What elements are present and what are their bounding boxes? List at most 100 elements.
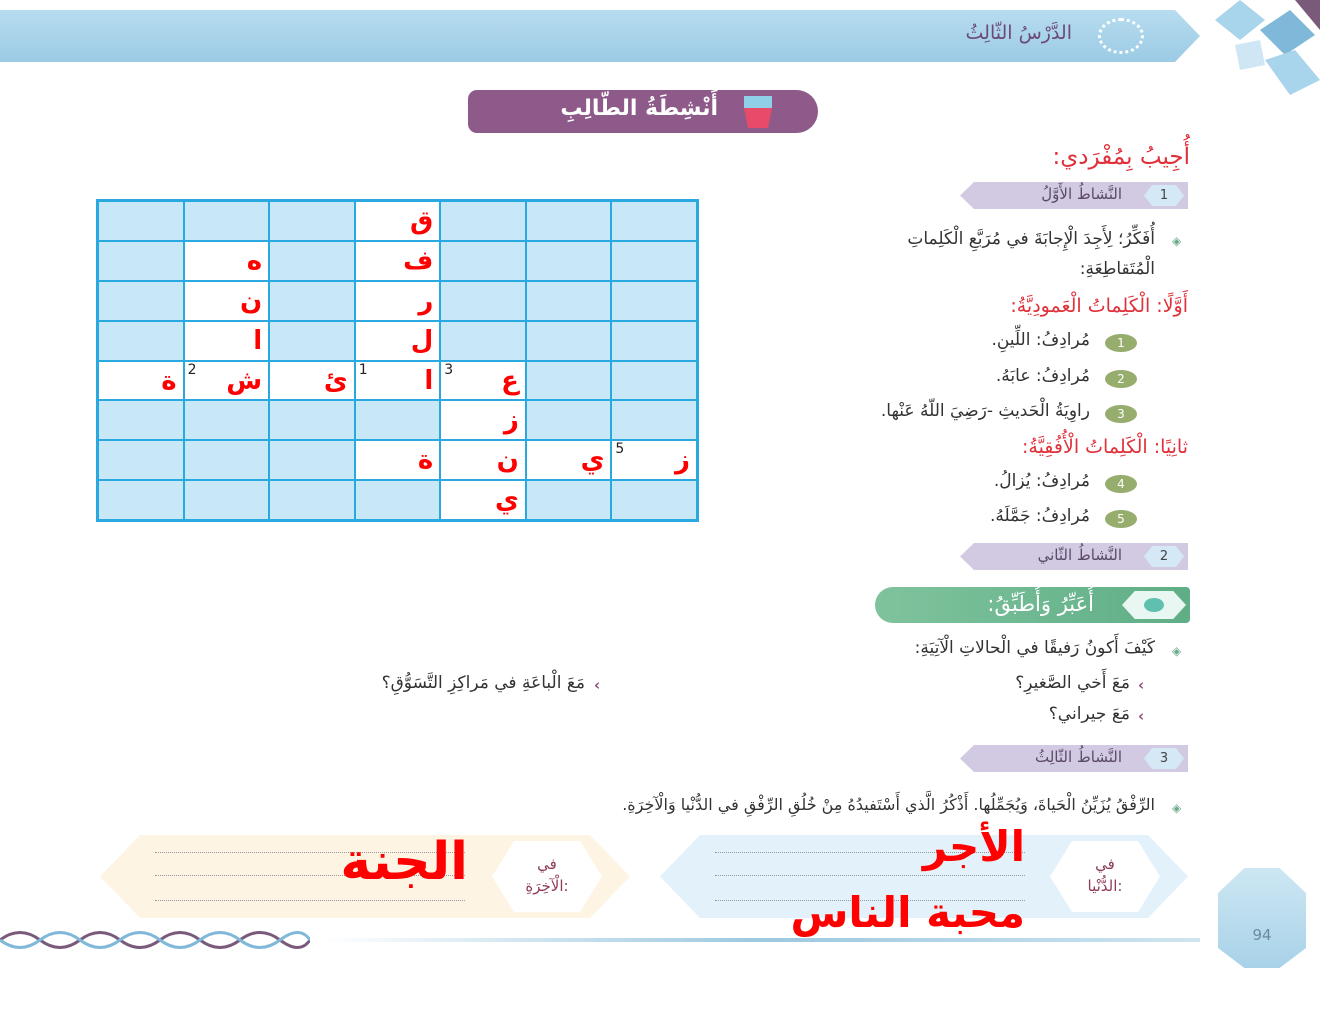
crossword-cell-open[interactable]: ن bbox=[183, 280, 270, 321]
handwritten-letter: ي bbox=[580, 445, 605, 476]
crossword-cell-blocked bbox=[611, 320, 697, 361]
crossword-cell-open[interactable]: ه bbox=[183, 240, 270, 281]
handwritten-letter: ي bbox=[495, 485, 519, 516]
handwritten-answer-world-1: الأجر bbox=[922, 822, 1025, 871]
crossword-cell-blocked bbox=[611, 480, 697, 520]
crossword-cell-blocked bbox=[183, 480, 270, 520]
crossword-cell-open[interactable]: ئ bbox=[269, 360, 355, 401]
crossword-cell-blocked bbox=[269, 240, 355, 281]
crossword-cell-open[interactable]: ة bbox=[354, 440, 441, 481]
instruction-line-2: الْمُتَقاطِعَةِ: bbox=[1079, 259, 1155, 279]
clue-text: مُرادِفُ: اللِّينِ. bbox=[991, 330, 1090, 350]
answer-line bbox=[155, 875, 465, 876]
activity-3-number: 3 bbox=[1144, 748, 1184, 769]
handwritten-letter: ئ bbox=[323, 365, 348, 396]
footer-divider bbox=[320, 938, 1200, 942]
answer-line bbox=[715, 852, 1025, 853]
crossword-cell-blocked bbox=[525, 201, 612, 241]
handwritten-letter: ه bbox=[246, 245, 263, 276]
this-world-answer-box[interactable]: في الدُّنْيا: bbox=[660, 835, 1188, 918]
handwritten-letter: ق bbox=[410, 206, 434, 236]
clue-text: مُرادِفُ: عابَهُ. bbox=[995, 366, 1090, 386]
crossword-cell-blocked bbox=[98, 240, 184, 281]
crossword-cell-blocked bbox=[98, 440, 184, 481]
crossword-cell-blocked bbox=[440, 280, 526, 321]
activity-1-label: النَّشاطُ الأَوَّلُ bbox=[1041, 185, 1122, 203]
activity-1-pill: 1 النَّشاطُ الأَوَّلُ bbox=[960, 182, 1188, 209]
handwritten-letter: ز bbox=[675, 445, 690, 476]
crossword-cell-blocked bbox=[354, 400, 441, 441]
crossword-cell-open[interactable]: ن bbox=[440, 440, 526, 481]
crossword-cell-blocked bbox=[525, 480, 612, 520]
crossword-cell-blocked bbox=[611, 400, 697, 441]
crossword-cell-open[interactable]: ة bbox=[98, 360, 184, 401]
crossword-cell-blocked bbox=[440, 201, 526, 241]
handwritten-letter: ع bbox=[501, 365, 519, 396]
clue-number: 3 bbox=[444, 361, 454, 378]
crossword-cell-blocked bbox=[269, 280, 355, 321]
clue-number: 1 bbox=[358, 361, 368, 378]
crossword-cell-blocked bbox=[525, 360, 612, 401]
crossword-cell-blocked bbox=[525, 280, 612, 321]
handwritten-answer-hereafter: الجنة bbox=[340, 832, 468, 892]
activity-3-pill: 3 النَّشاطُ الثّالِثُ bbox=[960, 745, 1188, 772]
crossword-cell-blocked bbox=[354, 480, 441, 520]
crossword-cell-blocked bbox=[183, 400, 270, 441]
crossword-cell-open[interactable]: ز bbox=[440, 400, 526, 441]
crossword-cell-blocked bbox=[98, 280, 184, 321]
eye-icon bbox=[1122, 591, 1186, 619]
crossword-cell-blocked bbox=[183, 201, 270, 241]
clue-text: مُرادِفُ: جَمَّلَهُ. bbox=[989, 506, 1090, 526]
this-world-tag: في الدُّنْيا: bbox=[1050, 841, 1160, 912]
crossword-cell-blocked bbox=[611, 280, 697, 321]
handwritten-letter: ة bbox=[161, 365, 177, 396]
case-item: مَعَ الْباعَةِ في مَراكِزِ التَّسَوُّقِ؟ bbox=[381, 673, 585, 693]
page-number-badge: 94 bbox=[1218, 868, 1306, 968]
pencil-cup-icon bbox=[744, 96, 772, 128]
crossword-cell-open[interactable]: ي bbox=[440, 480, 526, 520]
lesson-header-bar bbox=[0, 10, 1200, 62]
clue-number: 5 bbox=[615, 441, 625, 458]
express-and-apply-title: أُعَبِّرُ وَأُطَبِّقُ: bbox=[987, 592, 1094, 616]
crossword-cell-blocked bbox=[98, 400, 184, 441]
crossword-cell-blocked bbox=[611, 360, 697, 401]
clue-number-badge: 5 bbox=[1105, 510, 1137, 528]
activity-3-label: النَّشاطُ الثّالِثُ bbox=[1035, 748, 1122, 766]
individual-heading: أُجِيبُ بِمُفْرَدي: bbox=[1052, 144, 1190, 170]
tag-line: في bbox=[1095, 855, 1115, 873]
crossword-cell-blocked bbox=[525, 240, 612, 281]
hereafter-answer-box[interactable]: في الْآخِرَةِ: bbox=[100, 835, 630, 918]
crossword-cell-blocked bbox=[98, 201, 184, 241]
instruction-line-1: أُفَكِّرُ؛ لِأَجِدَ الْإِجابَةَ في مُرَب… bbox=[907, 229, 1155, 249]
handwritten-letter: ل bbox=[410, 325, 434, 356]
crossword-cell-open[interactable]: ر bbox=[354, 280, 441, 321]
handwritten-letter: ا bbox=[424, 365, 434, 396]
crossword-cell-open[interactable]: ا bbox=[183, 320, 270, 361]
student-activities-title: أَنْشِطَةُ الطّالِبِ bbox=[560, 96, 718, 121]
clue-number-badge: 1 bbox=[1105, 334, 1137, 352]
case-item: مَعَ جيراني؟ bbox=[1048, 704, 1130, 724]
vertical-words-heading: أَوَّلًا: الْكَلِماتُ الْعَمودِيَّةُ: bbox=[1010, 295, 1188, 317]
crossword-cell-open[interactable]: ق bbox=[354, 201, 441, 241]
crossword-cell-open[interactable]: ي bbox=[525, 440, 612, 481]
tag-line: في bbox=[537, 855, 557, 873]
crossword-cell-blocked bbox=[269, 400, 355, 441]
activity-1-number: 1 bbox=[1144, 185, 1184, 206]
activity-2-pill: 2 النَّشاطُ الثّاني bbox=[960, 543, 1188, 570]
handwritten-letter: ز bbox=[503, 405, 519, 436]
crossword-cell-open[interactable]: ل bbox=[354, 320, 441, 361]
answer-line bbox=[155, 852, 465, 853]
crossword-cell-blocked bbox=[525, 400, 612, 441]
kindness-prompt: الرِّفْقُ يُزَيِّنُ الْحَياةَ، وَيُجَمِّ… bbox=[622, 795, 1155, 814]
handwritten-letter: ش bbox=[226, 365, 263, 396]
case-item: مَعَ أَخي الصَّغيرِ؟ bbox=[1015, 673, 1130, 693]
chevron-bullet-icon: ‹ bbox=[1138, 707, 1145, 725]
crossword-cell-blocked bbox=[611, 240, 697, 281]
crossword-cell-open[interactable]: ف bbox=[354, 240, 441, 281]
handwritten-answer-world-2: محبة الناس bbox=[790, 888, 1025, 937]
